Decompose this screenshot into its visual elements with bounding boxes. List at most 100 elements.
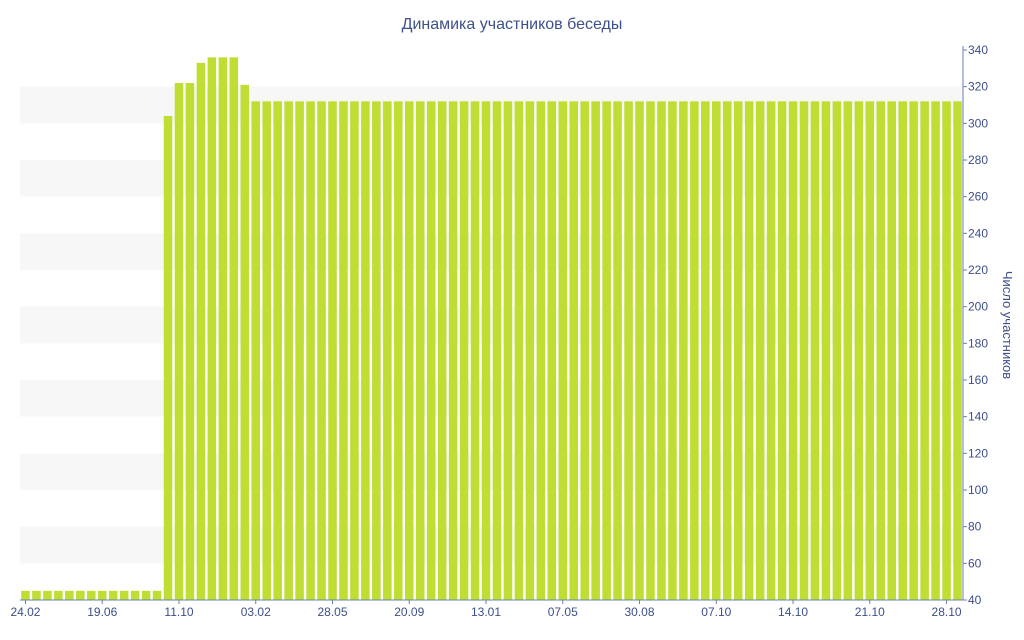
bar [887, 101, 896, 600]
bar [898, 101, 907, 600]
bar [799, 101, 809, 600]
bar [854, 101, 864, 600]
bar [865, 101, 875, 600]
bar [635, 101, 644, 600]
y-tick-label: 40 [968, 593, 982, 607]
bar [152, 590, 162, 600]
bar [668, 101, 677, 600]
bar [920, 101, 929, 600]
bar [394, 101, 403, 600]
bar [722, 101, 732, 600]
bar [712, 101, 721, 600]
bar [690, 101, 699, 600]
y-tick-label: 60 [968, 556, 982, 570]
y-tick-label: 240 [968, 226, 988, 240]
grid-band [20, 380, 963, 417]
chart-title: Динамика участников беседы [402, 16, 623, 33]
bar [470, 101, 480, 600]
x-tick-label: 07.05 [548, 605, 578, 619]
bar [558, 101, 568, 600]
bar [32, 590, 41, 600]
grid-band [20, 453, 963, 490]
bar [942, 101, 951, 600]
bar [448, 101, 458, 600]
y-tick-label: 220 [968, 263, 988, 277]
y-tick-label: 260 [968, 190, 988, 204]
bar [415, 101, 425, 600]
x-tick-label: 28.10 [932, 605, 962, 619]
y-tick-label: 160 [968, 373, 988, 387]
bar [547, 101, 557, 600]
bar [569, 101, 579, 600]
x-tick-label: 19.06 [87, 605, 117, 619]
bar [514, 101, 524, 600]
grid-band [20, 160, 963, 197]
bar [821, 101, 831, 600]
x-tick-label: 21.10 [855, 605, 885, 619]
bar [810, 101, 820, 600]
x-tick-label: 03.02 [241, 605, 271, 619]
y-axis-label: Число участников [1000, 271, 1015, 379]
bar [503, 101, 513, 600]
x-tick-label: 14.10 [778, 605, 808, 619]
bar [843, 101, 853, 600]
bar [624, 101, 633, 600]
bar [229, 57, 239, 600]
bar [339, 101, 348, 600]
bar [185, 83, 195, 600]
y-tick-label: 80 [968, 520, 982, 534]
bar [317, 101, 326, 600]
bar [580, 101, 589, 600]
bar [141, 590, 151, 600]
bar [273, 101, 282, 600]
y-tick-label: 320 [968, 80, 988, 94]
y-tick-label: 140 [968, 410, 988, 424]
y-tick-label: 300 [968, 116, 988, 130]
grid-band [20, 86, 963, 124]
bar [909, 101, 918, 600]
grid-band [20, 526, 963, 564]
bar [65, 590, 74, 600]
x-tick-label: 28.05 [317, 605, 347, 619]
grid-band [20, 233, 963, 270]
x-tick-label: 20.09 [394, 605, 424, 619]
bar [54, 590, 63, 600]
y-tick-label: 180 [968, 336, 988, 350]
bar [646, 101, 655, 600]
bar [76, 590, 85, 600]
bar [218, 57, 228, 600]
y-tick-label: 200 [968, 300, 988, 314]
bar [108, 590, 118, 600]
x-tick-label: 13.01 [471, 605, 501, 619]
bar [251, 101, 261, 600]
y-tick-label: 340 [968, 43, 988, 57]
bar [679, 101, 688, 600]
bar [306, 101, 315, 600]
x-tick-label: 24.02 [10, 605, 40, 619]
bar [777, 101, 787, 600]
bar [788, 101, 798, 600]
bar [119, 590, 129, 600]
bar [701, 101, 710, 600]
bar [262, 101, 271, 600]
bar [372, 101, 381, 600]
bar [383, 101, 392, 600]
bar [207, 57, 217, 600]
bar [97, 590, 107, 600]
bar-series [21, 57, 962, 600]
bar [43, 590, 52, 600]
bar [657, 101, 666, 600]
bar [536, 101, 546, 600]
y-tick-label: 280 [968, 153, 988, 167]
bar [591, 101, 600, 600]
x-tick-label: 30.08 [625, 605, 655, 619]
bar [602, 101, 611, 600]
bar [163, 116, 173, 600]
bar [240, 84, 250, 600]
bar [525, 101, 535, 600]
bar [328, 101, 337, 600]
x-tick-label: 11.10 [164, 605, 193, 619]
y-tick-label: 100 [968, 483, 988, 497]
bar [931, 101, 940, 600]
